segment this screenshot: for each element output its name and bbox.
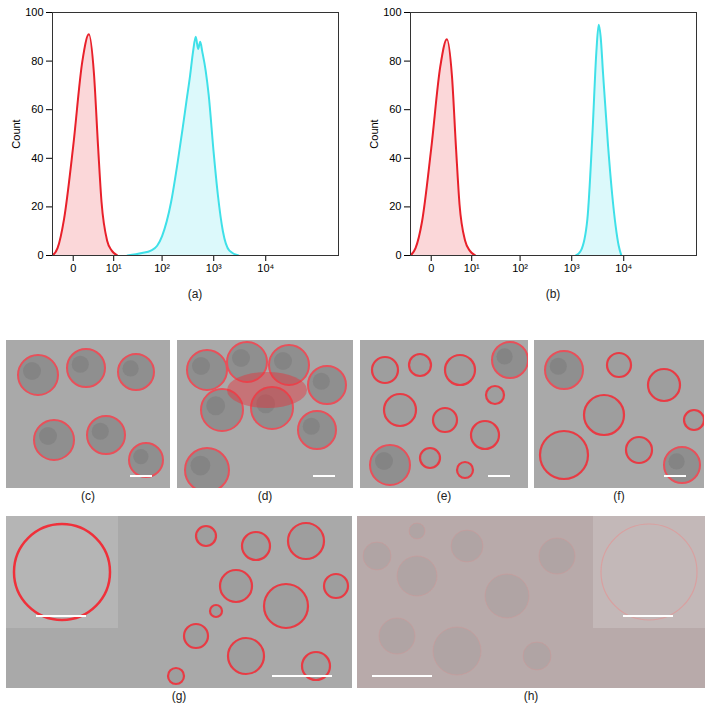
svg-text:10⁴: 10⁴ <box>257 262 274 274</box>
svg-text:10¹: 10¹ <box>464 262 480 274</box>
svg-text:10²: 10² <box>512 262 528 274</box>
svg-text:0: 0 <box>395 249 401 261</box>
svg-text:80: 80 <box>31 55 43 67</box>
svg-text:10³: 10³ <box>206 262 222 274</box>
svg-text:10³: 10³ <box>564 262 580 274</box>
svg-text:20: 20 <box>389 200 401 212</box>
svg-text:10¹: 10¹ <box>106 262 122 274</box>
html-text:(g): (g) <box>171 689 187 703</box>
svg-text:60: 60 <box>389 103 401 115</box>
svg-text:100: 100 <box>25 6 43 18</box>
html-text:(h): (h) <box>523 689 539 703</box>
html-text:(e): (e) <box>436 489 452 503</box>
svg-text:20: 20 <box>31 200 43 212</box>
svg-text:100: 100 <box>383 6 401 18</box>
html-text:(d): (d) <box>257 489 273 503</box>
svg-text:Count: Count <box>368 119 380 148</box>
svg-text:60: 60 <box>31 103 43 115</box>
html-text:(f): (f) <box>613 489 625 503</box>
html-text:(a): (a) <box>187 287 203 301</box>
html-text:(c): (c) <box>81 489 95 503</box>
svg-text:0: 0 <box>37 249 43 261</box>
svg-text:10²: 10² <box>154 262 170 274</box>
svg-text:10⁴: 10⁴ <box>615 262 632 274</box>
svg-text:Count: Count <box>10 119 22 148</box>
svg-text:0: 0 <box>70 262 76 274</box>
html-text:(b): (b) <box>545 287 561 301</box>
svg-text:40: 40 <box>31 152 43 164</box>
svg-text:40: 40 <box>389 152 401 164</box>
svg-text:0: 0 <box>428 262 434 274</box>
svg-text:80: 80 <box>389 55 401 67</box>
